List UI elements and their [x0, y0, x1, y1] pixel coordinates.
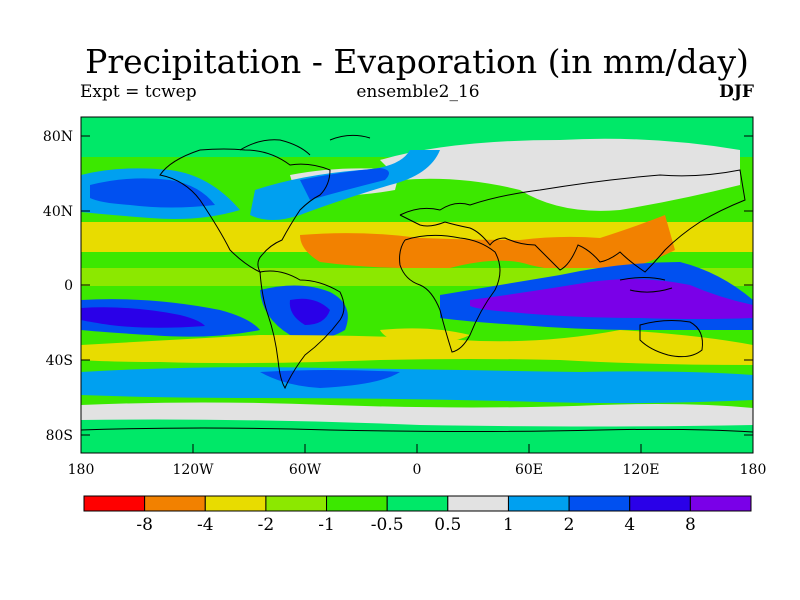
colorbar-label: -0.5 [371, 515, 404, 535]
lon-label-60w: 60W [289, 462, 322, 478]
lon-label-60e: 60E [515, 462, 543, 478]
lon-label-0: 0 [413, 462, 422, 478]
colorbar-swatch [265, 495, 328, 512]
lon-axis-labels: 180 120W 60W 0 60E 120E 180 [68, 462, 767, 478]
lon-label-120w: 120W [172, 462, 214, 478]
colorbar-label: 4 [624, 515, 635, 535]
colorbar-label: 8 [685, 515, 696, 535]
plot-title: Precipitation - Evaporation (in mm/day) [85, 42, 749, 81]
colorbar-swatch [144, 495, 206, 512]
colorbar-label: 2 [564, 515, 575, 535]
lat-axis-labels: 80N 40N 0 40S 80S [43, 129, 73, 444]
lat-label-eq: 0 [64, 278, 73, 294]
colorbar-swatch [204, 495, 267, 512]
colorbar-label: -2 [258, 515, 275, 535]
lat-label-40n: 40N [43, 204, 73, 220]
colorbar-label: -4 [197, 515, 214, 535]
season-label: DJF [719, 82, 754, 102]
colorbar-label: 0.5 [434, 515, 461, 535]
lon-label-120e: 120E [623, 462, 660, 478]
colorbar-swatch [83, 495, 146, 512]
colorbar: -8 -4 -2 -1 -0.5 0.5 1 2 4 8 [83, 495, 752, 535]
lat-label-80s: 80S [46, 428, 73, 444]
field-shading [81, 117, 753, 453]
axis-ticks [80, 135, 754, 453]
lat-label-40s: 40S [46, 353, 73, 369]
colorbar-swatch [507, 495, 570, 512]
colorbar-swatch [629, 495, 691, 512]
colorbar-label: 1 [503, 515, 514, 535]
colorbar-swatch [447, 495, 509, 512]
lon-label-180w: 180 [68, 462, 95, 478]
colorbar-swatch [386, 495, 449, 512]
coastlines [81, 134, 753, 433]
experiment-label: Expt = tcwep [80, 82, 197, 102]
colorbar-swatch [568, 495, 631, 512]
colorbar-swatch [689, 495, 752, 512]
ensemble-label: ensemble2_16 [356, 82, 480, 102]
colorbar-label: -1 [318, 515, 335, 535]
lon-label-180e: 180 [740, 462, 767, 478]
colorbar-swatch [326, 495, 388, 512]
colorbar-label: -8 [136, 515, 153, 535]
lat-label-80n: 80N [43, 129, 73, 145]
